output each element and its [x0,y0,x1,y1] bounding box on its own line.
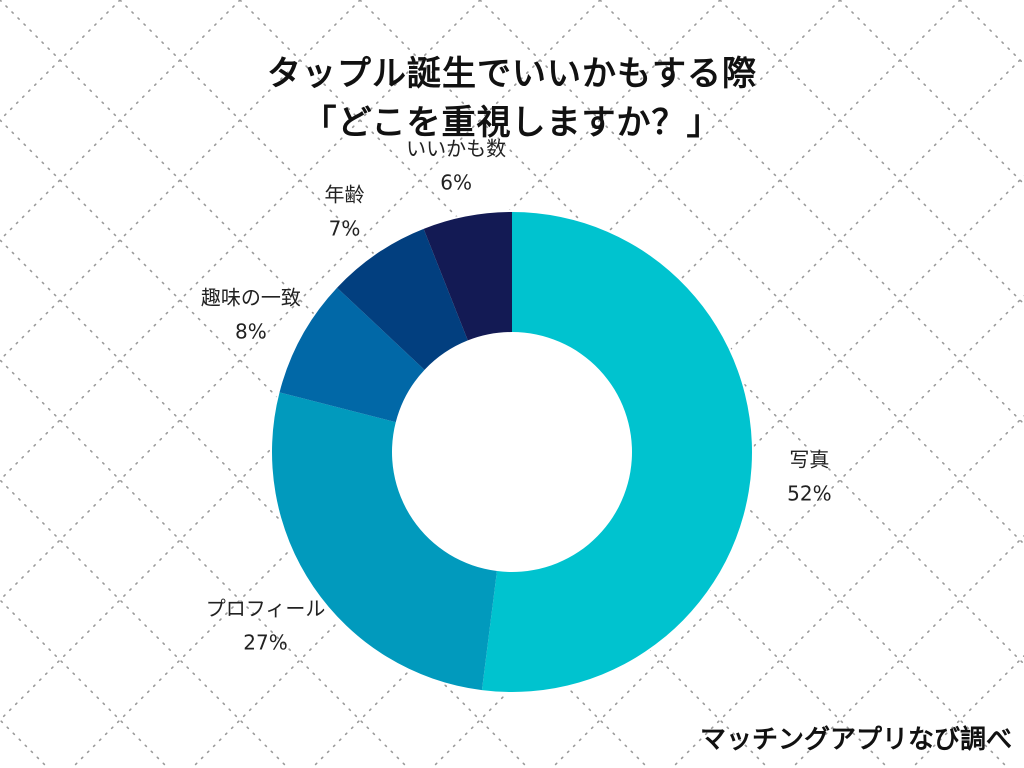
slice-label-category-4: 年齢 [324,183,364,207]
source-credit: マッチングアプリなび調べ [699,725,1012,755]
donut-slice-3 [279,287,425,423]
chart-title-line-2: 「どこを重視しますか？」 [302,103,722,143]
slice-label-category-2: プロフィール [206,597,326,621]
donut-slice-5 [423,212,512,341]
slice-label-value-3: 8% [235,319,267,343]
slice-label-value-2: 27% [243,631,287,655]
donut-slice-2 [272,392,497,691]
slice-label-value-4: 7% [329,217,361,241]
slice-label-category-3: 趣味の一致 [201,285,301,309]
slice-label-value-1: 52% [787,482,831,506]
donut-slice-1 [481,212,752,692]
chart-title-line-1: タップル誕生でいいかもする際 [267,54,757,94]
slice-label-category-5: いいかも数 [406,136,506,160]
donut-slice-4 [337,228,468,370]
slice-label-value-5: 6% [440,170,472,194]
slice-label-category-1: 写真 [789,448,829,472]
